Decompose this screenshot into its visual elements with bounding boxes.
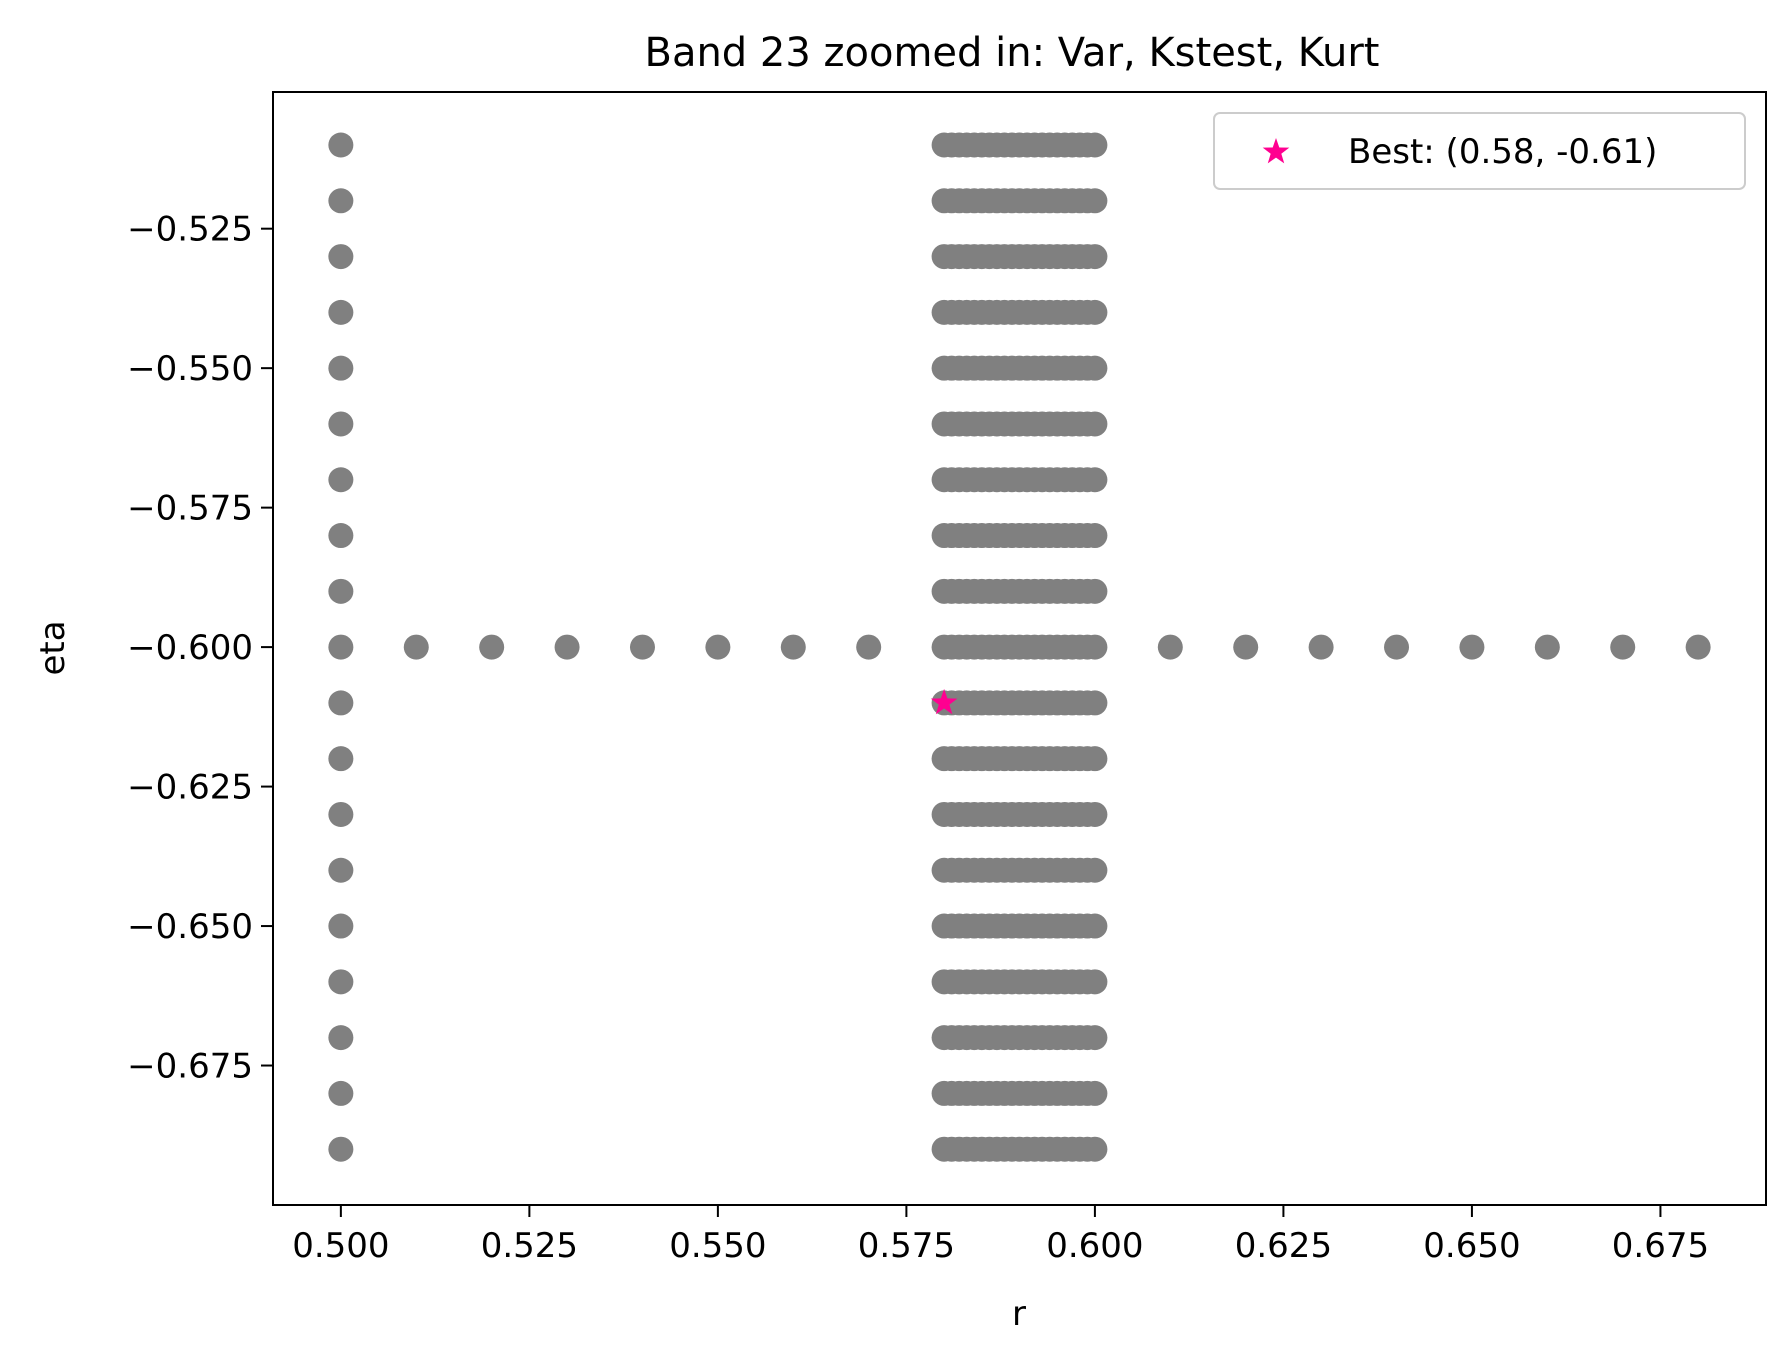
data-point xyxy=(1082,857,1108,883)
data-point xyxy=(1082,188,1108,214)
data-point xyxy=(1082,467,1108,493)
data-point xyxy=(328,299,354,325)
y-tick-label: −0.550 xyxy=(127,349,253,389)
y-tick-label: −0.625 xyxy=(127,768,253,808)
legend-star-marker xyxy=(1262,138,1290,164)
legend-box xyxy=(1213,112,1746,190)
best-point-layer xyxy=(930,688,958,715)
x-tick-label: 0.625 xyxy=(1235,1226,1332,1266)
x-tick-label: 0.575 xyxy=(858,1226,955,1266)
data-point xyxy=(1082,299,1108,325)
x-tick-label: 0.500 xyxy=(292,1226,389,1266)
data-point xyxy=(1157,634,1183,660)
legend: Best: (0.58, -0.61) xyxy=(1213,112,1746,190)
best-point-star xyxy=(930,688,958,715)
data-point xyxy=(1082,578,1108,604)
y-tick-label: −0.650 xyxy=(127,907,253,947)
data-point xyxy=(1082,355,1108,381)
data-point xyxy=(1459,634,1485,660)
data-point xyxy=(328,801,354,827)
y-tick-label: −0.525 xyxy=(127,210,253,250)
data-point xyxy=(1082,1025,1108,1051)
x-tick-label: 0.525 xyxy=(481,1226,578,1266)
data-point xyxy=(1082,746,1108,772)
y-axis-label: eta xyxy=(33,620,73,675)
data-point xyxy=(1082,690,1108,716)
data-point xyxy=(328,857,354,883)
y-tick-label: −0.575 xyxy=(127,489,253,529)
data-points-layer xyxy=(328,132,1711,1162)
data-point xyxy=(1082,1136,1108,1162)
data-point xyxy=(328,411,354,437)
data-point xyxy=(1082,132,1108,158)
data-point xyxy=(328,244,354,270)
y-tick-label: −0.600 xyxy=(127,628,253,668)
data-point xyxy=(780,634,806,660)
data-point xyxy=(328,969,354,995)
y-axis: −0.525 −0.550 −0.575 −0.600 −0.625 −0.650 −0.6… xyxy=(127,210,273,1087)
data-point xyxy=(1384,634,1410,660)
data-point xyxy=(328,132,354,158)
data-point xyxy=(328,1080,354,1106)
data-point xyxy=(1082,801,1108,827)
x-tick-label: 0.550 xyxy=(669,1226,766,1266)
y-tick-label: −0.675 xyxy=(127,1047,253,1087)
data-point xyxy=(1233,634,1259,660)
data-point xyxy=(1082,634,1108,660)
data-point xyxy=(1685,634,1711,660)
data-point xyxy=(328,1136,354,1162)
data-point xyxy=(328,1025,354,1051)
data-point xyxy=(328,467,354,493)
data-point xyxy=(1610,634,1636,660)
data-point xyxy=(328,578,354,604)
data-point xyxy=(629,634,655,660)
data-point xyxy=(328,690,354,716)
x-axis-label: r xyxy=(1012,1294,1026,1334)
data-point xyxy=(1082,244,1108,270)
x-axis: 0.500 0.525 0.550 0.575 0.600 0.625 0.650 0.675 xyxy=(292,1205,1709,1266)
plot-frame xyxy=(272,91,1767,1206)
data-point xyxy=(328,355,354,381)
data-point xyxy=(1082,1080,1108,1106)
chart-title: Band 23 zoomed in: Var, Kstest, Kurt xyxy=(645,30,1380,76)
data-point xyxy=(1308,634,1334,660)
x-tick-label: 0.650 xyxy=(1423,1226,1520,1266)
data-point xyxy=(328,634,354,660)
data-point xyxy=(403,634,429,660)
data-point xyxy=(554,634,580,660)
legend-label-best: Best: (0.58, -0.61) xyxy=(1348,132,1657,172)
x-tick-label: 0.675 xyxy=(1612,1226,1709,1266)
data-point xyxy=(479,634,505,660)
data-point xyxy=(328,746,354,772)
data-point xyxy=(1082,523,1108,549)
data-point xyxy=(1082,913,1108,939)
data-point xyxy=(1082,969,1108,995)
data-point xyxy=(328,913,354,939)
data-point xyxy=(856,634,882,660)
x-tick-label: 0.600 xyxy=(1046,1226,1143,1266)
data-point xyxy=(328,523,354,549)
data-point xyxy=(705,634,731,660)
data-point xyxy=(1534,634,1560,660)
data-point xyxy=(1082,411,1108,437)
data-point xyxy=(328,188,354,214)
